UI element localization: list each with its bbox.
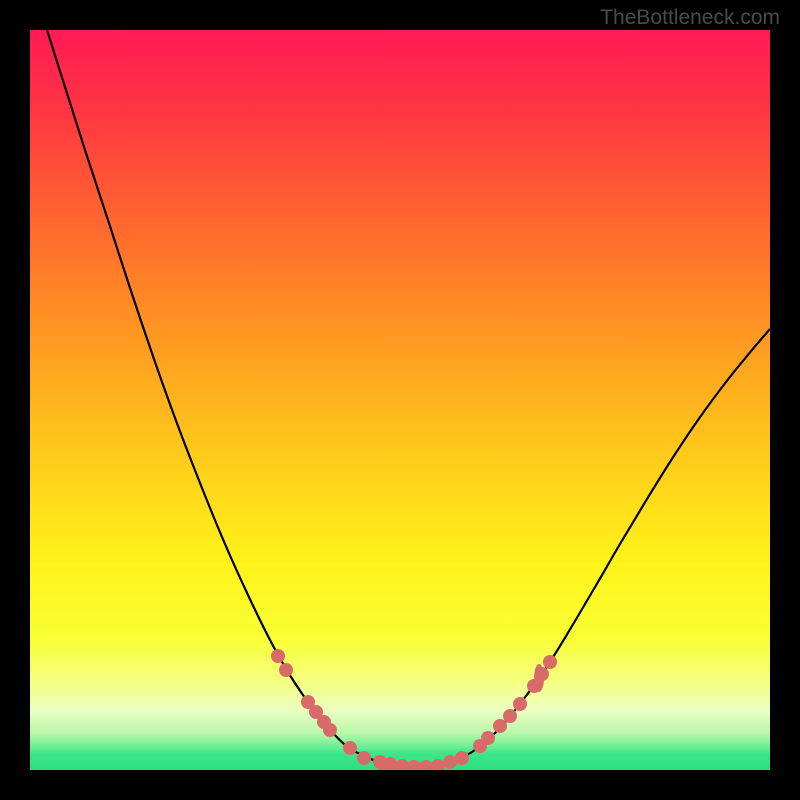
data-marker xyxy=(443,755,457,769)
data-marker xyxy=(527,679,541,693)
data-marker xyxy=(343,741,357,755)
data-marker xyxy=(481,731,495,745)
data-marker xyxy=(357,751,371,765)
data-marker xyxy=(513,697,527,711)
bottleneck-chart xyxy=(30,30,770,770)
chart-background xyxy=(30,30,770,770)
data-marker xyxy=(543,655,557,669)
data-marker xyxy=(279,663,293,677)
data-marker xyxy=(535,667,549,681)
data-marker xyxy=(271,649,285,663)
data-marker xyxy=(503,709,517,723)
data-marker xyxy=(323,723,337,737)
watermark-text: TheBottleneck.com xyxy=(600,6,780,30)
data-marker xyxy=(455,751,469,765)
data-marker xyxy=(493,719,507,733)
